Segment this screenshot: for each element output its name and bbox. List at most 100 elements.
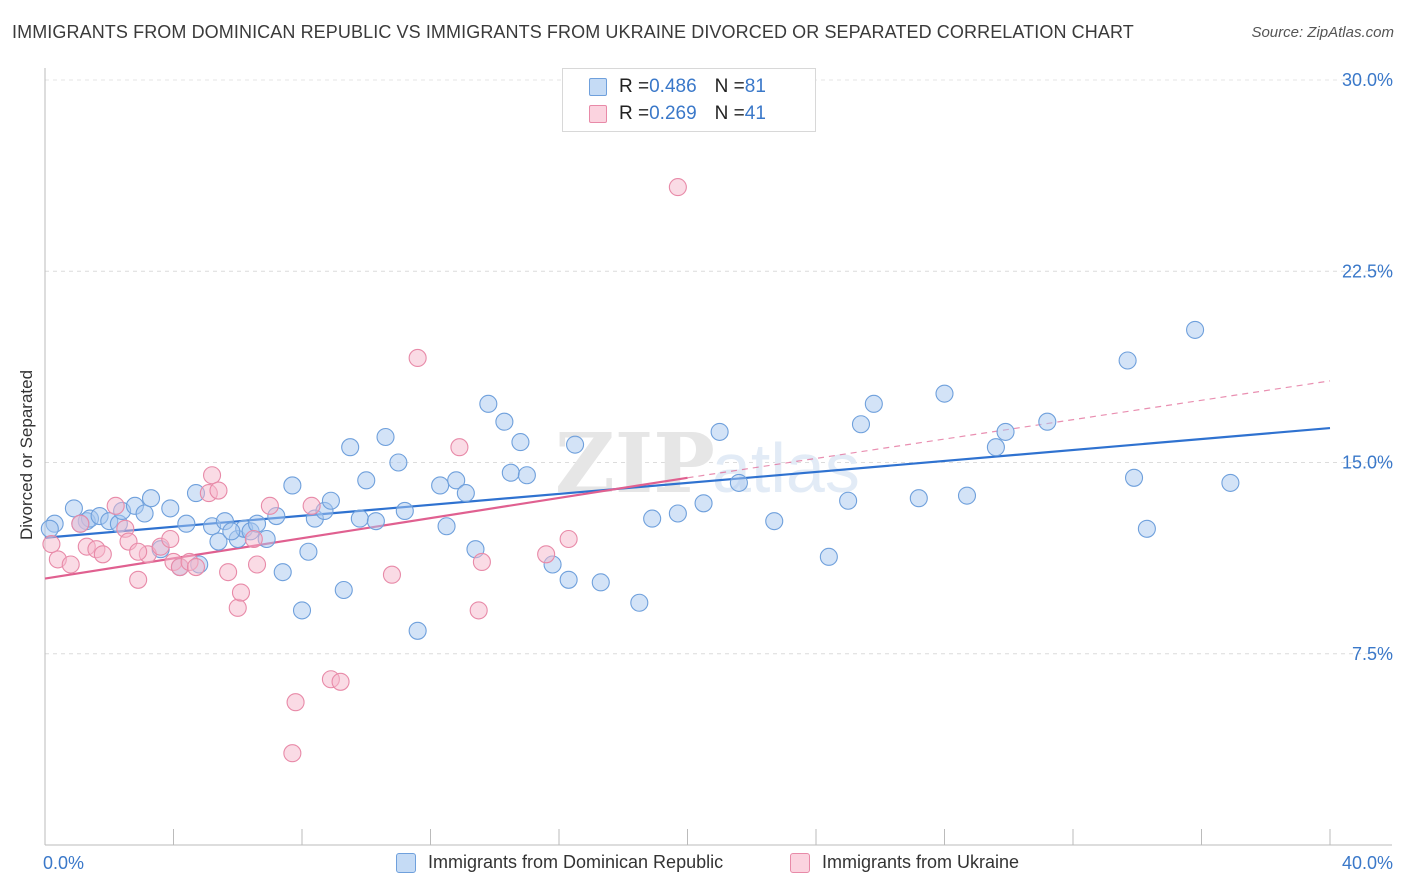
y-tick-label: 30.0% bbox=[1342, 70, 1393, 90]
point-ukraine bbox=[231, 583, 251, 602]
point-ukraine bbox=[247, 555, 267, 574]
point-dominican bbox=[135, 504, 154, 523]
point-ukraine bbox=[668, 178, 687, 197]
point-dominican bbox=[694, 494, 713, 513]
point-dominican bbox=[851, 415, 871, 434]
point-ukraine bbox=[219, 563, 238, 582]
point-ukraine bbox=[106, 496, 125, 515]
point-dominican bbox=[376, 427, 395, 447]
r-label: R = bbox=[619, 103, 650, 124]
point-dominican bbox=[501, 463, 520, 482]
point-dominican bbox=[456, 484, 475, 503]
axes bbox=[44, 68, 1392, 846]
point-dominican bbox=[40, 519, 59, 538]
n-value: 81 bbox=[744, 76, 766, 97]
point-dominican bbox=[1137, 519, 1156, 538]
point-dominican bbox=[431, 476, 450, 495]
r-label: R = bbox=[619, 76, 650, 97]
point-dominican bbox=[447, 471, 466, 490]
point-dominican bbox=[909, 489, 928, 508]
point-dominican bbox=[177, 514, 196, 533]
point-dominican bbox=[1186, 320, 1205, 339]
point-ukraine bbox=[228, 598, 247, 617]
point-ukraine bbox=[302, 496, 321, 515]
legend-swatch-dominican bbox=[589, 78, 607, 96]
y-tick-label: 22.5% bbox=[1342, 261, 1393, 281]
point-dominican bbox=[591, 573, 610, 592]
legend-label-dominican: Immigrants from Dominican Republic bbox=[428, 852, 724, 872]
n-label: N = bbox=[714, 103, 745, 124]
point-dominican bbox=[986, 438, 1005, 457]
point-dominican bbox=[389, 453, 408, 472]
point-ukraine bbox=[559, 529, 578, 549]
point-ukraine bbox=[472, 552, 491, 572]
point-dominican bbox=[408, 621, 427, 640]
point-dominican bbox=[299, 542, 318, 561]
x-tick-label: 0.0% bbox=[43, 853, 84, 873]
point-dominican bbox=[341, 438, 360, 457]
series-legend: Immigrants from Dominican Republic Immig… bbox=[0, 852, 1406, 878]
point-ukraine bbox=[408, 348, 427, 368]
chart-title: IMMIGRANTS FROM DOMINICAN REPUBLIC VS IM… bbox=[12, 22, 1134, 42]
point-ukraine bbox=[331, 672, 350, 691]
point-dominican bbox=[1038, 412, 1057, 431]
legend-swatch-ukraine bbox=[790, 852, 810, 873]
trend-line-ukraine bbox=[44, 476, 688, 580]
point-dominican bbox=[710, 422, 729, 441]
point-ukraine bbox=[469, 601, 488, 620]
point-dominican bbox=[957, 486, 977, 505]
point-ukraine bbox=[283, 744, 302, 763]
y-tick-label: 7.5% bbox=[1352, 644, 1393, 664]
tick-labels: 7.5% 15.0% 22.5% 30.0% 0.0% 40.0% bbox=[43, 70, 1393, 873]
grid-lines bbox=[45, 79, 1392, 655]
point-ukraine bbox=[61, 555, 80, 574]
point-ukraine bbox=[244, 529, 263, 549]
point-dominican bbox=[729, 473, 748, 492]
point-dominican bbox=[839, 491, 858, 510]
point-dominican bbox=[273, 563, 292, 582]
point-ukraine bbox=[71, 514, 90, 533]
point-dominican bbox=[517, 466, 536, 485]
r-value: 0.269 bbox=[649, 103, 697, 124]
x-tick-label: 40.0% bbox=[1342, 853, 1393, 873]
legend-swatch-ukraine bbox=[589, 105, 607, 123]
y-tick-label: 15.0% bbox=[1342, 453, 1393, 473]
point-dominican bbox=[935, 384, 954, 403]
point-dominican bbox=[765, 512, 784, 531]
watermark-atlas: atlas bbox=[712, 429, 860, 507]
point-dominican bbox=[247, 514, 267, 533]
n-value: 41 bbox=[744, 103, 766, 124]
point-ukraine bbox=[93, 545, 112, 564]
point-dominican bbox=[1124, 468, 1144, 487]
point-dominican bbox=[366, 512, 385, 531]
point-dominican bbox=[141, 489, 161, 508]
correlation-legend: R = 0.486 N = 81 R = 0.269 N = 41 bbox=[562, 68, 816, 132]
legend-item-ukraine[interactable]: Immigrants from Ukraine bbox=[790, 852, 1019, 873]
point-dominican bbox=[864, 394, 883, 413]
point-ukraine bbox=[537, 545, 556, 564]
point-dominican bbox=[437, 517, 456, 536]
point-dominican bbox=[668, 504, 687, 523]
point-dominican bbox=[161, 499, 180, 518]
legend-item-dominican[interactable]: Immigrants from Dominican Republic bbox=[396, 852, 723, 873]
point-dominican bbox=[209, 532, 228, 551]
point-dominican bbox=[395, 501, 414, 521]
data-points bbox=[40, 178, 1240, 763]
point-ukraine bbox=[286, 693, 305, 712]
point-ukraine bbox=[209, 481, 228, 500]
point-ukraine bbox=[450, 438, 469, 457]
point-ukraine bbox=[203, 466, 222, 485]
point-dominican bbox=[292, 601, 312, 620]
point-dominican bbox=[64, 499, 83, 518]
point-dominican bbox=[819, 547, 838, 566]
point-ukraine bbox=[42, 535, 61, 554]
point-dominican bbox=[511, 433, 530, 452]
point-dominican bbox=[222, 522, 241, 541]
point-ukraine bbox=[186, 557, 206, 577]
n-label: N = bbox=[714, 76, 745, 97]
point-dominican bbox=[334, 580, 353, 600]
point-dominican bbox=[996, 422, 1015, 441]
point-ukraine bbox=[382, 565, 402, 584]
